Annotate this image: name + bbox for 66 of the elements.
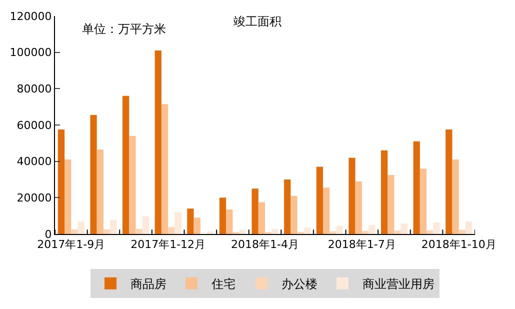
bar xyxy=(78,222,84,234)
bar xyxy=(110,220,117,234)
bar xyxy=(465,221,472,234)
y-tick-label: 20000 xyxy=(16,192,52,205)
bar xyxy=(290,196,298,234)
y-tick-label: 100000 xyxy=(10,46,52,60)
bar xyxy=(96,150,104,234)
bar xyxy=(58,130,65,234)
bar xyxy=(284,180,291,234)
bar xyxy=(174,212,182,234)
bar xyxy=(322,188,330,234)
x-tick-label: 2017年1-12月 xyxy=(130,238,206,252)
bar xyxy=(239,230,246,234)
legend-label: 商业营业用房 xyxy=(362,277,434,292)
bar xyxy=(90,115,97,234)
bar xyxy=(336,226,343,234)
bar xyxy=(258,202,265,234)
legend-label: 办公楼 xyxy=(282,277,318,292)
bar xyxy=(446,130,452,234)
bar xyxy=(458,230,466,234)
x-tick-label: 2018年1-7月 xyxy=(328,238,396,252)
bar xyxy=(207,231,214,234)
bar xyxy=(71,229,78,234)
bar xyxy=(316,166,323,234)
x-tick-label: 2017年1-9月 xyxy=(37,238,106,252)
bar xyxy=(362,230,369,234)
bar xyxy=(348,158,356,234)
bar xyxy=(452,160,459,234)
bar xyxy=(122,96,130,234)
bar xyxy=(252,188,258,234)
bar xyxy=(272,228,278,234)
bar xyxy=(355,181,362,234)
bar xyxy=(400,223,408,234)
chart-title: 竣工面积 xyxy=(234,14,282,28)
y-tick-label: 60000 xyxy=(16,118,52,132)
bar xyxy=(394,230,401,234)
bar xyxy=(226,209,233,234)
legend-label: 商品房 xyxy=(130,277,166,292)
bar xyxy=(420,168,427,234)
bar xyxy=(368,224,376,234)
bar xyxy=(64,160,72,234)
bar xyxy=(426,230,434,234)
bar xyxy=(413,141,420,234)
bar xyxy=(219,198,226,234)
x-tick-label: 2018年1-4月 xyxy=(231,238,299,252)
bar xyxy=(433,222,440,234)
bar xyxy=(304,228,311,234)
bar xyxy=(154,50,162,234)
x-tick-label: 2018年1-10月 xyxy=(421,238,496,252)
bar xyxy=(136,228,142,234)
bar xyxy=(380,150,388,234)
bar xyxy=(129,136,136,234)
legend-label: 住宅 xyxy=(210,277,236,292)
y-tick-label: 40000 xyxy=(16,155,52,168)
y-tick-label: 0 xyxy=(44,228,52,241)
bar xyxy=(194,218,200,234)
bar xyxy=(142,216,150,234)
bar xyxy=(388,174,394,234)
bar xyxy=(103,229,110,234)
annotation: 单位：万平方米 xyxy=(82,22,166,36)
y-tick-label: 80000 xyxy=(16,82,52,96)
bar xyxy=(168,227,175,234)
bar xyxy=(330,231,336,234)
bar xyxy=(187,208,194,234)
bar xyxy=(161,104,168,234)
y-tick-label: 120000 xyxy=(10,10,52,23)
